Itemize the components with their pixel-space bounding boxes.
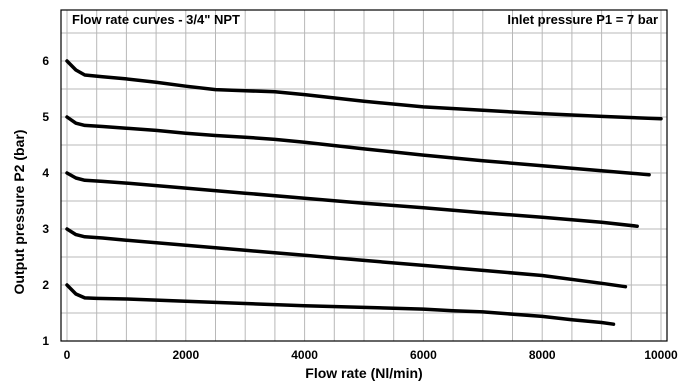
x-axis-title: Flow rate (Nl/min) bbox=[305, 365, 422, 381]
flow-curve-2 bbox=[65, 115, 651, 177]
x-tick-label: 0 bbox=[64, 348, 71, 362]
x-tick-label: 8000 bbox=[529, 348, 556, 362]
y-axis-title: Output pressure P2 (bar) bbox=[11, 130, 27, 295]
tick-layer: 0 2000 4000 6000 8000 10000 1 2 3 4 5 6 bbox=[42, 54, 678, 362]
flow-curve-5 bbox=[65, 283, 616, 326]
x-tick-label: 6000 bbox=[410, 348, 437, 362]
curve-layer bbox=[65, 59, 663, 326]
chart-title: Flow rate curves - 3/4" NPT bbox=[72, 12, 240, 27]
flow-curve-3 bbox=[65, 171, 639, 228]
flow-curve-4 bbox=[65, 227, 628, 289]
flow-curve-1 bbox=[65, 59, 663, 121]
x-tick-label: 4000 bbox=[291, 348, 318, 362]
y-tick-label: 6 bbox=[42, 54, 49, 68]
y-tick-label: 5 bbox=[42, 110, 49, 124]
plot-frame bbox=[60, 9, 668, 342]
x-tick-label: 2000 bbox=[172, 348, 199, 362]
x-tick-label: 10000 bbox=[644, 348, 678, 362]
chart-subtitle: Inlet pressure P1 = 7 bar bbox=[507, 12, 658, 27]
y-tick-label: 4 bbox=[42, 166, 49, 180]
y-tick-label: 2 bbox=[42, 278, 49, 292]
y-tick-label: 1 bbox=[42, 334, 49, 348]
y-tick-label: 3 bbox=[42, 222, 49, 236]
